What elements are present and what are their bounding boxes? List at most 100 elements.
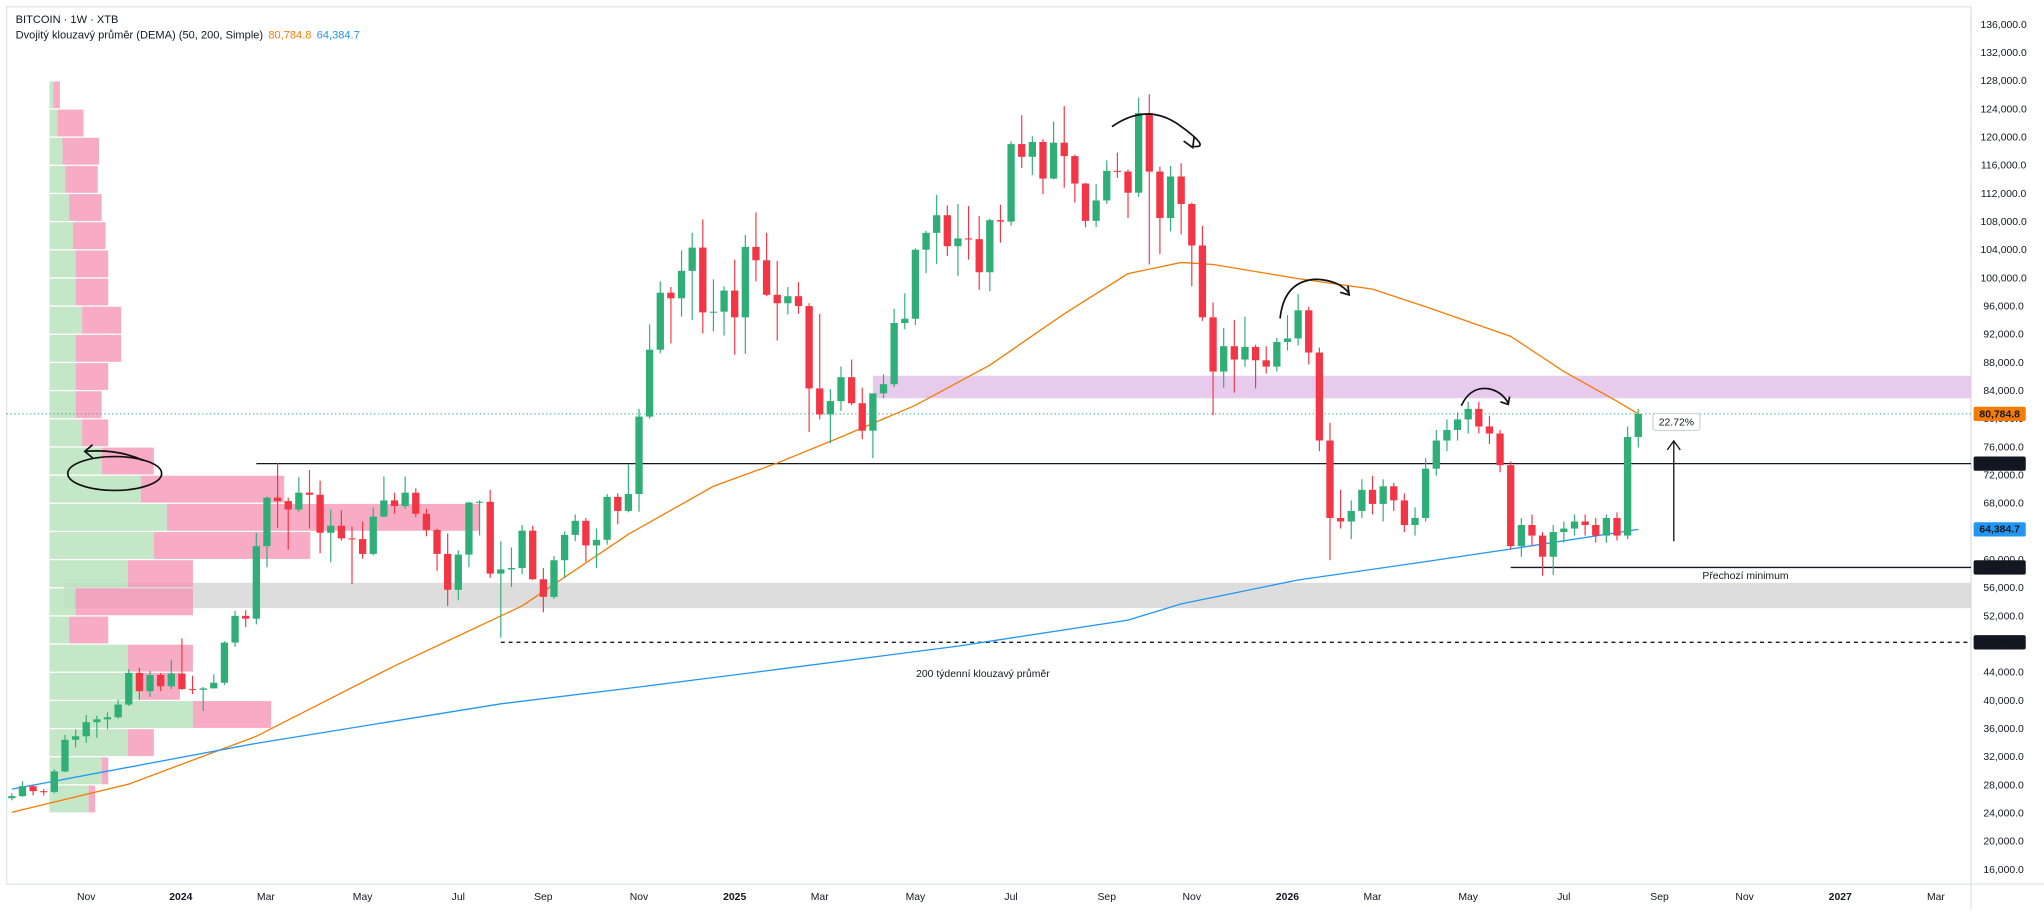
candle-body	[1358, 489, 1366, 511]
candle-body	[837, 377, 845, 402]
y-tick-label: 72,000.0	[1983, 470, 2024, 481]
x-tick-label: 2025	[723, 892, 746, 903]
x-tick-label: May	[353, 892, 373, 903]
candle-body	[1570, 521, 1579, 529]
measure-label: 22.72%	[1659, 417, 1694, 428]
x-tick-label: Nov	[630, 892, 649, 903]
y-tick-label: 40,000.0	[1983, 696, 2024, 707]
candle-body	[401, 492, 409, 507]
profile-down	[75, 334, 122, 362]
profile-down	[82, 306, 122, 334]
candle-body	[465, 502, 473, 555]
candle-body	[1496, 433, 1504, 466]
drawings	[66, 113, 1681, 542]
profile-down	[140, 475, 285, 503]
candle-body	[731, 290, 739, 318]
x-tick-label: Mar	[811, 892, 829, 903]
profile-up	[49, 644, 128, 672]
candle-body	[1177, 176, 1185, 204]
x-tick-label: Mar	[1927, 892, 1945, 903]
y-tick-label: 92,000.0	[1983, 330, 2024, 341]
candle-body	[784, 296, 792, 304]
profile-down	[75, 363, 109, 390]
candle-body	[635, 416, 643, 495]
candle-body	[380, 500, 388, 517]
candle-body	[529, 530, 537, 580]
price-label: 80,784.8	[1979, 409, 2020, 420]
profile-down	[127, 560, 193, 588]
arrow-head	[1500, 396, 1511, 406]
price-label-box	[1973, 456, 2026, 471]
candle-body	[1103, 170, 1111, 201]
profile-up	[49, 419, 83, 447]
candle-body	[1209, 317, 1217, 372]
candle-body	[1018, 144, 1026, 157]
candle-body	[1422, 468, 1430, 518]
y-tick-label: 128,000.0	[1980, 76, 2027, 87]
hand-arrow	[85, 450, 144, 462]
candle-body	[826, 401, 835, 415]
candle-body	[879, 384, 888, 394]
candle-body	[954, 238, 962, 247]
profile-down	[69, 194, 102, 221]
y-tick-label: 116,000.0	[1981, 161, 2027, 172]
candle-body	[996, 220, 1005, 222]
candle-body	[412, 492, 420, 514]
candle-body	[1071, 156, 1079, 184]
candle-body	[762, 260, 771, 295]
candle-body	[210, 682, 218, 689]
candle-body	[220, 642, 229, 683]
candle-body	[773, 294, 781, 304]
x-tick-label: Sep	[1097, 892, 1116, 903]
candle-body	[1602, 517, 1611, 536]
candle-body	[518, 530, 526, 568]
candle-body	[1400, 500, 1409, 526]
candle-body	[560, 534, 569, 561]
candle-body	[497, 569, 505, 574]
candle-body	[1315, 352, 1324, 441]
candle-body	[103, 717, 112, 720]
profile-down	[88, 785, 96, 813]
candle-body	[1581, 521, 1589, 526]
candle-body	[1485, 426, 1494, 434]
candle-body	[358, 539, 367, 554]
x-tick-label: 2024	[169, 892, 192, 903]
candle-body	[327, 525, 335, 533]
candle-body	[1411, 517, 1419, 526]
profile-up	[49, 532, 154, 559]
candle-body	[40, 791, 48, 793]
y-tick-label: 120,000.0	[1980, 133, 2027, 144]
profile-down	[73, 222, 106, 250]
candle-body	[890, 322, 898, 385]
profile-down	[127, 729, 154, 757]
moving-average	[11, 261, 1639, 813]
profile-up	[49, 560, 128, 588]
arrow-head	[1183, 137, 1195, 150]
candle-body	[922, 232, 930, 250]
candle-body	[1166, 176, 1175, 219]
x-tick-label: Mar	[257, 892, 275, 903]
candle-body	[157, 674, 165, 687]
candle-body	[1294, 310, 1302, 339]
profile-down	[192, 701, 272, 728]
candle-body	[1081, 183, 1090, 221]
candle-body	[869, 393, 877, 431]
y-tick-label: 32,000.0	[1983, 752, 2024, 763]
candle-body	[167, 673, 175, 687]
candle-body	[1283, 338, 1292, 342]
candle-body	[1060, 142, 1068, 157]
profile-up	[49, 194, 70, 221]
candle-body	[1145, 113, 1153, 172]
candle-body	[93, 719, 101, 723]
candle-body	[263, 497, 271, 547]
candle-body	[847, 377, 856, 404]
candle-body	[571, 520, 579, 535]
candle-body	[1432, 440, 1440, 469]
candle-body	[305, 492, 314, 495]
moving-average	[11, 528, 1639, 790]
candle-body	[1326, 440, 1334, 518]
candle-body	[188, 689, 197, 691]
hand-arrow	[1460, 387, 1509, 407]
candle-body	[242, 615, 250, 619]
